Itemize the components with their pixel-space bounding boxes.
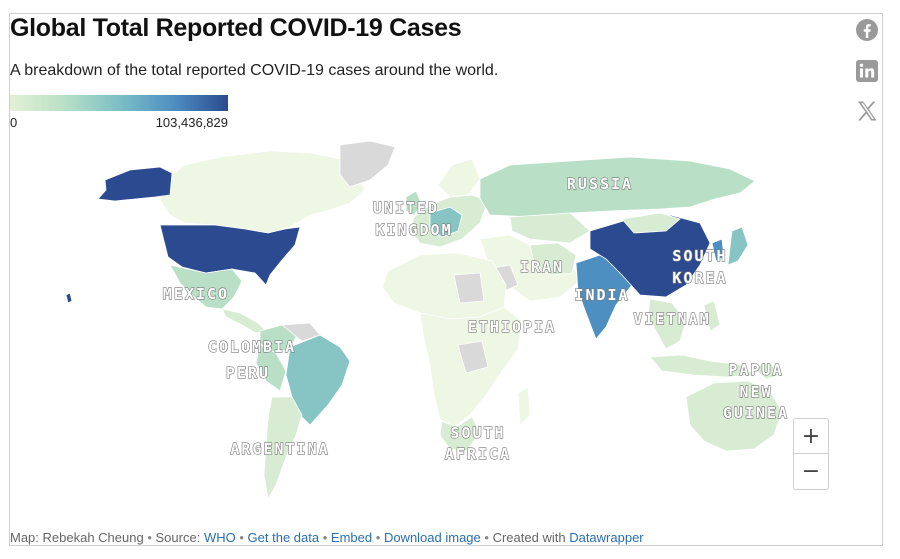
country-scandinavia[interactable] [437, 158, 481, 198]
zoom-out-button[interactable]: − [793, 454, 829, 490]
label-colombia: COLOMBIA [208, 338, 296, 356]
country-kazakhstan[interactable] [509, 212, 591, 244]
label-south-africa-line2: AFRICA [445, 445, 511, 463]
label-ethiopia: ETHIOPIA [468, 318, 556, 336]
label-papua-new-guinea-line2: NEW [739, 383, 772, 401]
country-france-germany[interactable] [429, 206, 463, 238]
country-australia[interactable] [685, 380, 783, 452]
footer-source-prefix: Source: [155, 530, 201, 545]
footer-separator: • [375, 530, 381, 545]
label-peru: PERU [226, 364, 270, 382]
label-united-kingdom-line1: UNITED [373, 199, 439, 217]
country-peru[interactable] [255, 344, 287, 392]
footer-source-link[interactable]: WHO [203, 530, 236, 545]
country-indonesia[interactable] [649, 354, 756, 378]
label-united-kingdom-line2: KINGDOM [375, 221, 452, 239]
chart-frame [9, 13, 883, 546]
legend-min-label: 0 [10, 115, 18, 130]
country-africa-north[interactable] [381, 252, 507, 320]
country-uk[interactable] [405, 190, 423, 216]
label-india: INDIA [574, 286, 629, 304]
label-mexico: MEXICO [163, 285, 229, 303]
footer-created-prefix: Created with [492, 530, 566, 545]
footer-datawrapper-link[interactable]: Datawrapper [569, 530, 644, 545]
country-canada[interactable] [159, 150, 366, 234]
country-south-africa[interactable] [439, 416, 481, 452]
country-china[interactable] [589, 214, 711, 298]
footer-separator: • [484, 530, 489, 545]
country-japan[interactable] [727, 226, 749, 266]
country-papua-new-guinea[interactable] [751, 362, 781, 380]
label-south-korea-line2: KOREA [672, 269, 727, 287]
country-madagascar[interactable] [517, 386, 531, 426]
country-libya-chad[interactable] [453, 272, 485, 304]
footer-separator: • [147, 530, 152, 545]
label-south-africa-line1: SOUTH [450, 424, 505, 442]
label-papua-new-guinea-line3: GUINEA [723, 404, 789, 422]
label-vietnam: VIETNAM [633, 310, 710, 328]
zoom-in-button[interactable]: + [793, 418, 829, 454]
country-philippines[interactable] [703, 300, 721, 332]
label-iran: IRAN [520, 258, 564, 276]
country-argentina[interactable] [263, 396, 303, 501]
country-drc[interactable] [457, 340, 489, 374]
page-subtitle: A breakdown of the total reported COVID-… [10, 62, 499, 79]
country-hawaii[interactable] [65, 292, 73, 304]
label-russia: RUSSIA [567, 175, 633, 193]
footer-embed-link[interactable]: Embed [330, 530, 373, 545]
x-icon[interactable] [854, 98, 880, 124]
country-central-america[interactable] [221, 308, 267, 334]
footer-credit: Map: Rebekah Cheung [10, 530, 144, 545]
facebook-icon[interactable] [854, 17, 880, 43]
country-greenland[interactable] [339, 140, 396, 188]
footer-separator: • [322, 530, 328, 545]
country-iran[interactable] [529, 242, 577, 276]
label-argentina: ARGENTINA [230, 440, 329, 458]
footer: Map: Rebekah Cheung • Source: WHO • Get … [10, 530, 644, 545]
country-brazil[interactable] [285, 334, 351, 426]
country-mongolia[interactable] [621, 212, 681, 234]
footer-separator: • [239, 530, 244, 545]
color-legend-bar [10, 95, 228, 111]
footer-get-data-link[interactable]: Get the data [247, 530, 320, 545]
label-south-korea-line1: SOUTH [672, 247, 727, 265]
country-mexico[interactable] [169, 264, 243, 310]
country-southeast-asia[interactable] [647, 298, 687, 350]
page-title: Global Total Reported COVID-19 Cases [10, 14, 462, 42]
footer-download-link[interactable]: Download image [383, 530, 481, 545]
legend-max-label: 103,436,829 [155, 115, 228, 130]
country-alaska[interactable] [97, 166, 173, 202]
world-map[interactable]: RUSSIA UNITED KINGDOM IRAN INDIA SOUTH K… [10, 135, 870, 520]
country-korea[interactable] [711, 238, 725, 262]
label-papua-new-guinea-line1: PAPUA [728, 361, 783, 379]
linkedin-icon[interactable] [854, 58, 880, 84]
